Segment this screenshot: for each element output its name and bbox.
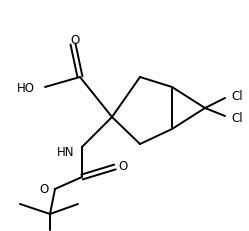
Text: Cl: Cl <box>231 90 243 103</box>
Text: O: O <box>70 33 80 46</box>
Text: HO: HO <box>17 81 35 94</box>
Text: O: O <box>40 183 49 196</box>
Text: Cl: Cl <box>231 112 243 125</box>
Text: O: O <box>118 160 128 173</box>
Text: HN: HN <box>57 145 74 158</box>
